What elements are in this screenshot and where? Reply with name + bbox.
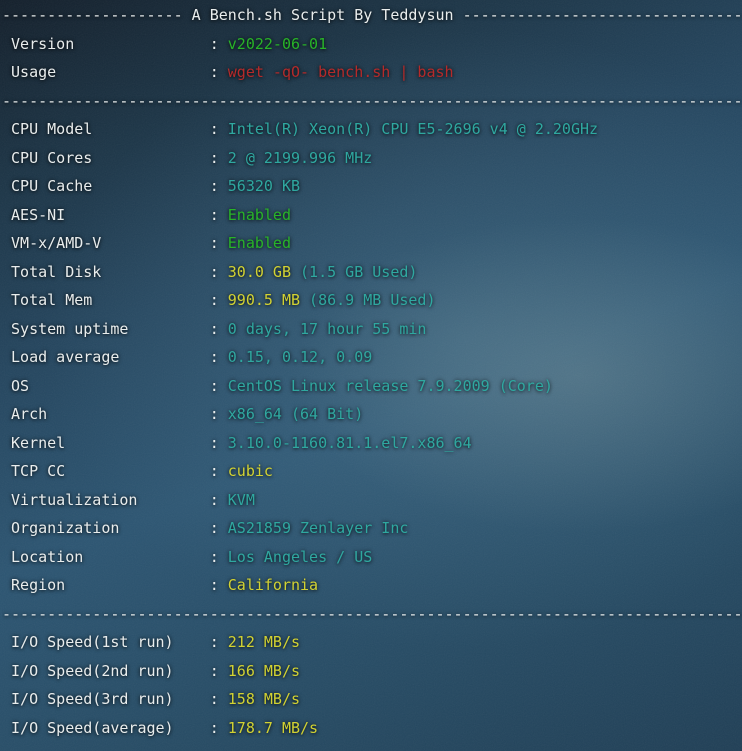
- output-row: TCP CC : cubic: [2, 457, 742, 486]
- output-row: CPU Model : Intel(R) Xeon(R) CPU E5-2696…: [2, 115, 742, 144]
- output-row: Total Disk : 30.0 GB (1.5 GB Used): [2, 258, 742, 287]
- row-value: 212 MB/s: [227, 633, 301, 651]
- output-row: I/O Speed(1st run) : 212 MB/s: [2, 628, 742, 657]
- row-label: Location :: [2, 547, 228, 566]
- row-label: Version :: [2, 34, 228, 53]
- row-value: (86.9 MB Used): [300, 291, 436, 309]
- row-label: OS :: [2, 376, 228, 395]
- row-value: 3.10.0-1160.81.1.el7.x86_64: [227, 433, 472, 452]
- row-value: (1.5 GB Used): [291, 262, 418, 281]
- row-value: 30.0 GB: [227, 262, 291, 281]
- output-row: Version : v2022-06-01: [2, 30, 742, 59]
- row-value: AS21859 Zenlayer Inc: [227, 519, 409, 537]
- output-row: System uptime : 0 days, 17 hour 55 min: [2, 315, 742, 344]
- row-label: Total Disk :: [2, 262, 228, 281]
- row-value: California: [227, 576, 319, 594]
- row-value: 178.7 MB/s: [227, 718, 319, 737]
- output-row: I/O Speed(average) : 178.7 MB/s: [2, 714, 742, 743]
- output-row: Virtualization : KVM: [2, 486, 742, 515]
- row-value: v2022-06-01: [227, 34, 328, 53]
- row-value: wget -qO- bench.sh | bash: [227, 63, 454, 81]
- output-row: I/O Speed(2nd run) : 166 MB/s: [2, 657, 742, 686]
- row-label: I/O Speed(average) :: [2, 718, 228, 737]
- row-value: 0.15, 0.12, 0.09: [227, 348, 373, 366]
- output-row: Kernel : 3.10.0-1160.81.1.el7.x86_64: [2, 429, 742, 458]
- header-line: -------------------- A Bench.sh Script B…: [2, 6, 742, 24]
- output-row: CPU Cores : 2 @ 2199.996 MHz: [2, 144, 742, 173]
- row-label: VM-x/AMD-V :: [2, 234, 228, 252]
- row-value: Los Angeles / US: [227, 547, 373, 566]
- row-value: Intel(R) Xeon(R) CPU E5-2696 v4 @ 2.20GH…: [227, 120, 599, 138]
- row-value: 2 @ 2199.996 MHz: [227, 148, 373, 167]
- row-value: 990.5 MB: [227, 291, 301, 309]
- row-label: Arch :: [2, 405, 228, 423]
- row-label: CPU Cores :: [2, 148, 228, 167]
- row-label: TCP CC :: [2, 462, 228, 480]
- divider-line: ----------------------------------------…: [2, 91, 742, 110]
- output-row: Arch : x86_64 (64 Bit): [2, 400, 742, 429]
- script-title: A Bench.sh Script By Teddysun: [182, 6, 463, 24]
- output-row: Region : California: [2, 571, 742, 600]
- row-value: 158 MB/s: [227, 690, 301, 708]
- output-row: I/O Speed(3rd run) : 158 MB/s: [2, 685, 742, 714]
- divider-line: ----------------------------------------…: [2, 604, 742, 623]
- row-label: Kernel :: [2, 433, 228, 452]
- output-row: Location : Los Angeles / US: [2, 543, 742, 572]
- row-value: 56320 KB: [227, 177, 301, 195]
- output-row: Organization : AS21859 Zenlayer Inc: [2, 514, 742, 543]
- row-value: cubic: [227, 462, 273, 480]
- row-label: Organization :: [2, 519, 228, 537]
- row-value: x86_64 (64 Bit): [227, 405, 364, 423]
- row-label: Load average :: [2, 348, 228, 366]
- output-row: Total Mem : 990.5 MB (86.9 MB Used): [2, 286, 742, 315]
- row-label: Total Mem :: [2, 291, 228, 309]
- row-label: Region :: [2, 576, 228, 594]
- output-row: OS : CentOS Linux release 7.9.2009 (Core…: [2, 372, 742, 401]
- output-row: VM-x/AMD-V : Enabled: [2, 229, 742, 258]
- row-label: Usage :: [2, 63, 228, 81]
- row-value: Enabled: [227, 205, 291, 224]
- row-label: I/O Speed(3rd run) :: [2, 690, 228, 708]
- output-row: CPU Cache : 56320 KB: [2, 172, 742, 201]
- row-label: I/O Speed(2nd run) :: [2, 661, 228, 680]
- row-value: Enabled: [227, 234, 291, 252]
- output-row: Load average : 0.15, 0.12, 0.09: [2, 343, 742, 372]
- row-value: CentOS Linux release 7.9.2009 (Core): [227, 376, 553, 395]
- row-label: AES-NI :: [2, 205, 228, 224]
- row-value: KVM: [227, 490, 255, 509]
- row-label: Virtualization :: [2, 490, 228, 509]
- row-value: 0 days, 17 hour 55 min: [227, 319, 427, 338]
- output-row: Usage : wget -qO- bench.sh | bash: [2, 58, 742, 87]
- output-row: AES-NI : Enabled: [2, 201, 742, 230]
- row-label: I/O Speed(1st run) :: [2, 633, 228, 651]
- row-label: CPU Cache :: [2, 177, 228, 195]
- row-label: System uptime :: [2, 319, 228, 338]
- row-label: CPU Model :: [2, 120, 228, 138]
- row-value: 166 MB/s: [227, 661, 301, 680]
